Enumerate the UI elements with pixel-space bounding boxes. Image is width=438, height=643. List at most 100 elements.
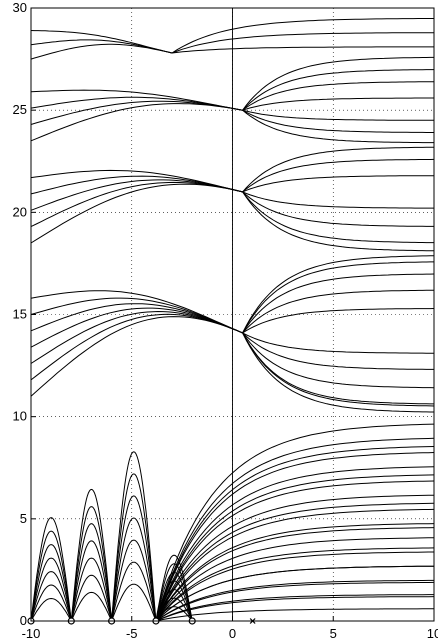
lower-loop-curve	[111, 473, 157, 622]
flow-curve	[242, 273, 435, 334]
flow-curve	[242, 332, 435, 389]
flow-curve	[155, 452, 435, 622]
flow-curve	[242, 332, 434, 405]
flow-curve	[171, 18, 434, 54]
flow-curve	[155, 466, 435, 622]
flow-curve	[171, 32, 434, 54]
x-tick-label: -10	[22, 626, 41, 641]
lower-loop-curve	[30, 584, 72, 622]
lower-loop-curve	[155, 588, 193, 622]
flow-curve	[155, 547, 435, 622]
flow-curve	[242, 175, 434, 193]
lower-loop-curve	[111, 561, 157, 622]
asymptote-curve	[242, 146, 435, 193]
lower-loop-curve	[111, 517, 157, 622]
flow-curve	[242, 109, 434, 121]
flow-curve	[155, 594, 434, 622]
flow-curve	[155, 423, 435, 622]
lower-loop-curve	[30, 571, 72, 622]
y-tick-label: 15	[13, 307, 27, 322]
left-flow-curve	[30, 103, 243, 142]
asymptote-curve	[242, 332, 435, 407]
lower-loop-curve	[70, 488, 113, 622]
lower-loop-curve	[111, 495, 157, 622]
flow-curve	[242, 308, 435, 334]
x-tick-label: 0	[229, 626, 236, 641]
left-flow-curve	[30, 30, 173, 54]
plot-frame	[30, 7, 435, 622]
left-flow-curve	[30, 96, 243, 111]
flow-curve	[242, 81, 434, 111]
left-flow-curve	[30, 39, 173, 54]
flow-curve	[155, 446, 435, 622]
lower-loop-curve	[155, 571, 193, 622]
y-tick-label: 10	[13, 409, 27, 424]
left-flow-curve	[30, 313, 243, 381]
asymptote-curve	[242, 191, 435, 252]
left-flow-curve	[30, 169, 243, 193]
y-tick-label: 5	[20, 511, 27, 526]
lower-loop-curve	[155, 563, 193, 622]
asymptote-curve	[242, 255, 434, 334]
flow-curve	[155, 437, 435, 622]
left-flow-curve	[30, 307, 243, 348]
lower-loop-curve	[70, 591, 113, 622]
x-tick-label: 5	[330, 626, 337, 641]
lower-loop-curve	[155, 554, 193, 622]
left-flow-curve	[30, 316, 243, 397]
y-tick-label: 25	[13, 102, 27, 117]
left-flow-curve	[30, 290, 243, 334]
tick-labels: -10 -5 0 5 10 0 5 10 15 20 25 30	[13, 0, 438, 641]
flow-curve	[155, 551, 434, 622]
lower-loop-curve	[70, 523, 113, 622]
left-flow-curve	[30, 179, 243, 211]
x-tick-label: -5	[126, 626, 138, 641]
flow-curve	[155, 508, 435, 622]
flow-curve	[155, 480, 435, 622]
flow-curve	[242, 191, 434, 244]
flow-curve	[242, 332, 434, 354]
flow-curve	[155, 608, 434, 622]
lower-loop-curve	[30, 597, 72, 622]
flow-curve	[155, 579, 434, 622]
asymptote-curve	[242, 56, 434, 111]
lower-loop-curve	[155, 597, 193, 622]
left-flow-curve	[30, 100, 243, 125]
lower-loop-curve	[30, 517, 72, 622]
flow-curve	[155, 523, 435, 622]
left-flow-curve	[30, 181, 243, 228]
flow-curve	[242, 109, 434, 133]
lower-loop-curve	[70, 557, 113, 622]
flow-curve	[155, 537, 434, 622]
curve-layer	[30, 18, 435, 622]
flow-curve	[242, 289, 434, 334]
lower-loop-curve	[30, 530, 72, 622]
lower-loop-curve	[70, 574, 113, 622]
flow-curve	[242, 158, 435, 193]
x-tick-label: 10	[427, 626, 438, 641]
flow-curve	[242, 69, 434, 111]
asymptote-curve	[242, 109, 434, 144]
left-flow-curve	[30, 297, 243, 334]
flow-curve	[171, 46, 434, 54]
y-tick-label: 20	[13, 204, 27, 219]
flow-curve	[155, 527, 435, 622]
asymptote-curve	[242, 261, 434, 334]
left-flow-curve	[30, 89, 243, 111]
lower-loop-curve	[70, 540, 113, 622]
lower-loop-curve	[155, 606, 193, 622]
flow-curve	[155, 565, 434, 622]
left-flow-curve	[30, 183, 243, 244]
flow-curve	[242, 97, 434, 111]
flow-curve	[155, 494, 435, 622]
flow-curve	[155, 502, 435, 622]
y-tick-label: 30	[13, 0, 27, 15]
lower-loop-curve	[111, 583, 157, 622]
y-tick-label: 0	[20, 613, 27, 628]
flow-curve	[155, 581, 435, 622]
flow-curve	[242, 332, 434, 370]
flow-curve	[242, 191, 434, 227]
left-flow-curve	[30, 175, 243, 195]
left-flow-curve	[30, 310, 243, 364]
